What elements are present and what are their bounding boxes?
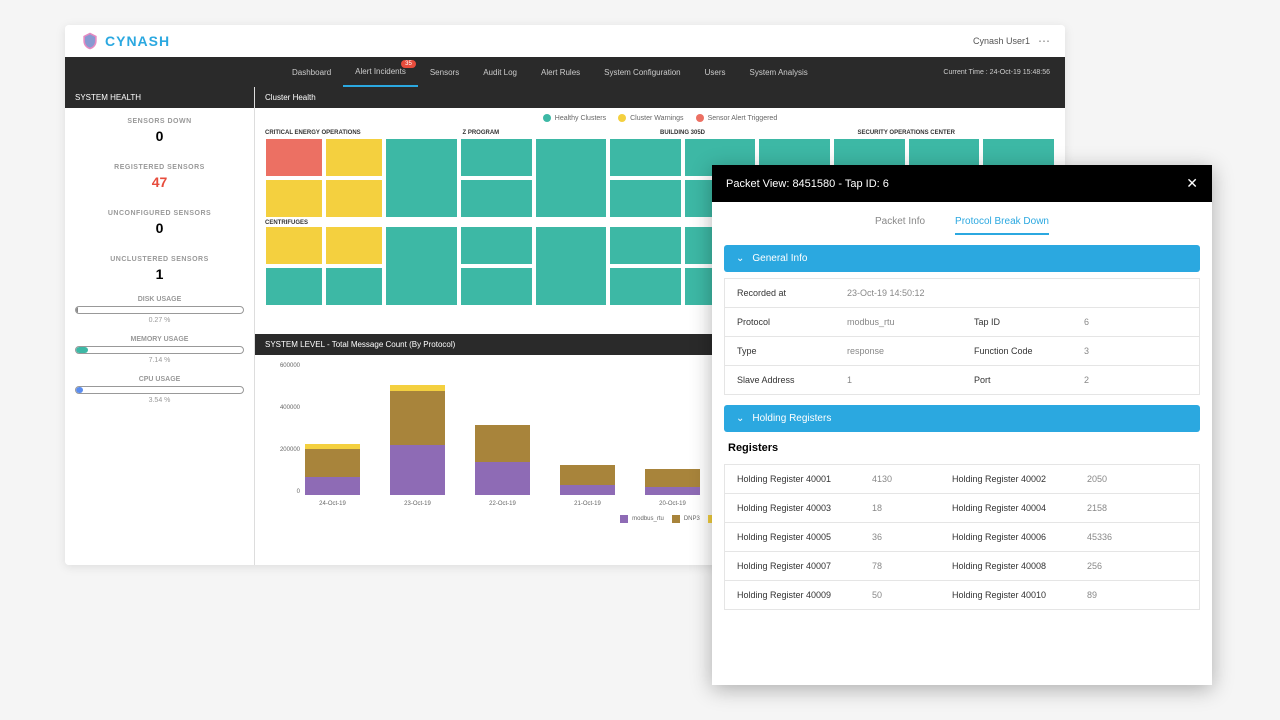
registers-table: Holding Register 400014130Holding Regist… — [724, 464, 1200, 610]
register-row: Holding Register 4000318Holding Register… — [725, 494, 1199, 523]
tab-packet-info[interactable]: Packet Info — [875, 216, 925, 235]
packet-modal: Packet View: 8451580 - Tap ID: 6 ✕ Packe… — [712, 165, 1212, 685]
treemap-cell[interactable] — [325, 226, 383, 265]
treemap-cell[interactable] — [535, 138, 608, 218]
alert-badge: 35 — [401, 60, 416, 68]
treemap-cell[interactable] — [325, 138, 383, 177]
legend-item: Sensor Alert Triggered — [696, 114, 778, 122]
nav-item-alert-rules[interactable]: Alert Rules — [529, 57, 592, 87]
chevron-down-icon: ⌄ — [736, 253, 744, 264]
treemap-cell[interactable] — [460, 138, 533, 177]
sidebar-header: SYSTEM HEALTH — [65, 87, 254, 108]
cluster-header: Cluster Health — [255, 87, 1065, 108]
nav-item-sensors[interactable]: Sensors — [418, 57, 471, 87]
treemap-cell[interactable] — [265, 138, 323, 177]
bar-group — [560, 465, 615, 495]
sidebar: SYSTEM HEALTH SENSORS DOWN0REGISTERED SE… — [65, 87, 255, 565]
nav-item-alert-incidents[interactable]: Alert Incidents35 — [343, 57, 418, 87]
logo-icon — [80, 31, 100, 51]
tab-protocol-break-down[interactable]: Protocol Break Down — [955, 216, 1049, 235]
current-time: Current Time : 24-Oct-19 15:48:56 — [943, 69, 1050, 76]
nav-item-users[interactable]: Users — [693, 57, 738, 87]
usage-memory-usage: MEMORY USAGE7.14 % — [65, 332, 254, 372]
treemap-cell[interactable] — [609, 267, 682, 306]
modal-tabs: Packet Info Protocol Break Down — [712, 202, 1212, 245]
username: Cynash User1 — [973, 36, 1030, 46]
treemap-cell[interactable] — [460, 179, 533, 218]
treemap-cell[interactable] — [265, 179, 323, 218]
general-table: Recorded at23-Oct-19 14:50:12Protocolmod… — [724, 278, 1200, 395]
nav-item-system-configuration[interactable]: System Configuration — [592, 57, 692, 87]
treemap-cell[interactable] — [325, 267, 383, 306]
register-row: Holding Register 4000778Holding Register… — [725, 552, 1199, 581]
treemap-cell[interactable] — [460, 226, 533, 265]
treemap-cell[interactable] — [609, 138, 682, 177]
modal-title: Packet View: 8451580 - Tap ID: 6 — [726, 178, 889, 190]
bar-group — [475, 425, 530, 495]
stat-registered-sensors: REGISTERED SENSORS47 — [65, 154, 254, 200]
navbar: DashboardAlert Incidents35SensorsAudit L… — [65, 57, 1065, 87]
nav-item-system-analysis[interactable]: System Analysis — [738, 57, 820, 87]
treemap-cell[interactable] — [535, 226, 608, 306]
treemap-cell[interactable] — [385, 226, 458, 306]
bar-group — [390, 385, 445, 495]
chevron-down-icon: ⌄ — [736, 413, 744, 424]
treemap-cell[interactable] — [385, 138, 458, 218]
general-section[interactable]: ⌄ General Info — [724, 245, 1200, 272]
treemap-cell[interactable] — [460, 267, 533, 306]
info-row: Slave Address1Port2 — [725, 366, 1199, 394]
stat-unclustered-sensors: UNCLUSTERED SENSORS1 — [65, 246, 254, 292]
treemap-cell[interactable] — [609, 226, 682, 265]
usage-disk-usage: DISK USAGE0.27 % — [65, 292, 254, 332]
cluster-legend: Healthy Clusters Cluster Warnings Sensor A… — [255, 108, 1065, 128]
nav-item-dashboard[interactable]: Dashboard — [280, 57, 343, 87]
bar-group — [645, 469, 700, 495]
more-icon[interactable]: ⋯ — [1038, 34, 1050, 48]
registers-subheading: Registers — [724, 432, 1200, 464]
user-area[interactable]: Cynash User1 ⋯ — [973, 34, 1050, 48]
stat-unconfigured-sensors: UNCONFIGURED SENSORS0 — [65, 200, 254, 246]
legend-item: Cluster Warnings — [618, 114, 683, 122]
nav-item-audit-log[interactable]: Audit Log — [471, 57, 529, 87]
register-row: Holding Register 4000536Holding Register… — [725, 523, 1199, 552]
header-bar: CYNASH Cynash User1 ⋯ — [65, 25, 1065, 57]
info-row: Recorded at23-Oct-19 14:50:12 — [725, 279, 1199, 308]
logo-text: CYNASH — [105, 33, 170, 49]
logo[interactable]: CYNASH — [80, 31, 170, 51]
treemap-cell[interactable] — [265, 226, 323, 265]
treemap-cell[interactable] — [609, 179, 682, 218]
info-row: Protocolmodbus_rtuTap ID6 — [725, 308, 1199, 337]
modal-header: Packet View: 8451580 - Tap ID: 6 ✕ — [712, 165, 1212, 202]
bar-group — [305, 444, 360, 495]
registers-section[interactable]: ⌄ Holding Registers — [724, 405, 1200, 432]
treemap-cell[interactable] — [265, 267, 323, 306]
legend-item: Healthy Clusters — [543, 114, 606, 122]
register-row: Holding Register 400014130Holding Regist… — [725, 465, 1199, 494]
treemap-cell[interactable] — [325, 179, 383, 218]
close-icon[interactable]: ✕ — [1186, 175, 1198, 192]
register-row: Holding Register 4000950Holding Register… — [725, 581, 1199, 609]
info-row: TyperesponseFunction Code3 — [725, 337, 1199, 366]
stat-sensors-down: SENSORS DOWN0 — [65, 108, 254, 154]
usage-cpu-usage: CPU USAGE3.54 % — [65, 372, 254, 412]
